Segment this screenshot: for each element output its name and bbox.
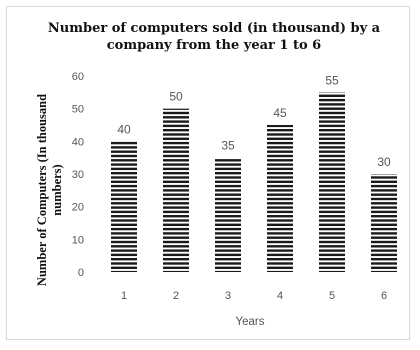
bar-5 <box>319 92 345 272</box>
y-tick-label: 10 <box>72 234 84 246</box>
y-tick-label: 20 <box>72 202 84 214</box>
data-label-5: 55 <box>325 73 339 87</box>
data-label-2: 50 <box>169 90 183 104</box>
data-labels: 40 50 35 45 55 30 <box>117 73 391 169</box>
data-label-4: 45 <box>273 106 287 120</box>
x-tick-label-2: 2 <box>173 290 179 302</box>
x-axis-label: Years <box>236 316 265 328</box>
bar-1 <box>111 141 137 272</box>
x-tick-label-4: 4 <box>277 290 283 302</box>
bar-2 <box>163 108 189 273</box>
y-tick-label: 50 <box>72 104 84 116</box>
x-tick-label-1: 1 <box>121 290 127 302</box>
x-axis-ticks: 1 2 3 4 5 6 <box>121 290 387 302</box>
chart-title-line2: company from the year 1 to 6 <box>107 38 321 53</box>
x-tick-label-3: 3 <box>225 290 231 302</box>
y-tick-label: 30 <box>72 169 84 181</box>
data-label-1: 40 <box>117 122 131 136</box>
y-axis-label-line2: numbers) <box>50 164 64 215</box>
chart-title-line1: Number of computers sold (in thousand) b… <box>48 21 381 36</box>
y-tick-label: 0 <box>78 267 84 279</box>
bar-4 <box>267 125 293 272</box>
data-label-6: 30 <box>377 155 391 169</box>
bar-6 <box>371 174 397 272</box>
y-axis-ticks: 0 10 20 30 40 50 60 <box>72 71 84 279</box>
x-tick-label-5: 5 <box>329 290 335 302</box>
y-tick-label: 40 <box>72 136 84 148</box>
y-axis-label-line1: Number of Computers (In thousand <box>35 94 49 286</box>
data-label-3: 35 <box>221 139 235 153</box>
bars <box>111 92 397 273</box>
bar-3 <box>215 157 241 272</box>
x-tick-label-6: 6 <box>381 290 387 302</box>
y-tick-label: 60 <box>72 71 84 83</box>
